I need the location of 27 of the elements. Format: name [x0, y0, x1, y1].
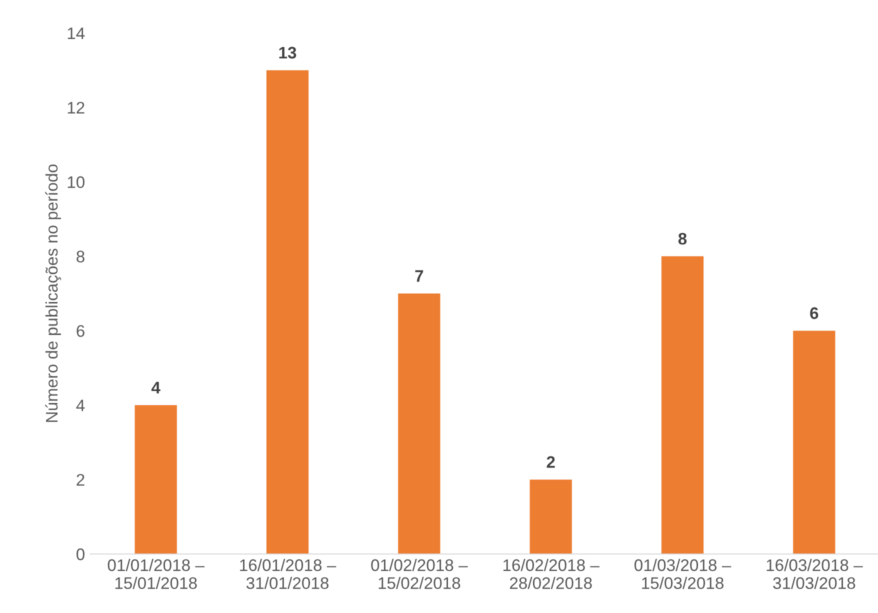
bar	[266, 70, 309, 554]
x-tick-label: 16/01/2018 – 31/01/2018	[240, 558, 336, 590]
bar	[793, 330, 836, 554]
y-axis-title: Número de publicações no período	[45, 164, 62, 422]
y-tick-label: 10	[68, 176, 84, 188]
y-tick-label: 0	[76, 548, 84, 560]
data-label: 4	[151, 382, 160, 394]
x-tick-label: 16/02/2018 – 28/02/2018	[503, 558, 600, 590]
bar	[398, 294, 440, 554]
data-label: 7	[415, 270, 424, 282]
data-label: 8	[678, 232, 687, 245]
bar	[530, 480, 572, 554]
y-tick-label: 12	[68, 102, 84, 114]
y-tick-label: 4	[76, 400, 85, 412]
y-tick-label: 2	[76, 474, 84, 486]
data-label: 2	[546, 456, 555, 468]
y-tick-label: 8	[76, 250, 84, 262]
data-label: 6	[810, 307, 818, 320]
y-tick-label: 6	[76, 325, 84, 337]
x-tick-label: 01/01/2018 – 15/01/2018	[108, 558, 204, 590]
x-tick-label: 01/03/2018 – 15/03/2018	[634, 558, 732, 590]
data-label: 13	[279, 46, 296, 59]
x-tick-label: 16/03/2018 – 31/03/2018	[766, 558, 863, 590]
y-tick-label: 14	[68, 28, 85, 40]
bar	[661, 256, 704, 554]
bar	[134, 405, 177, 554]
x-tick-label: 01/02/2018 – 15/02/2018	[371, 558, 468, 590]
